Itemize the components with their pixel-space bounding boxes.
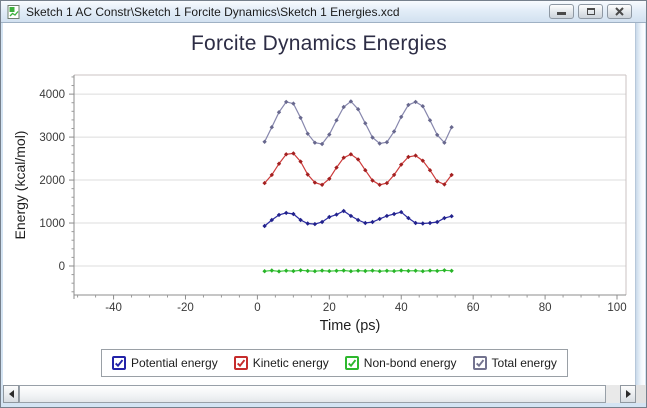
y-axis: 0 1000 2000 3000 4000 (39, 75, 75, 299)
close-button[interactable] (607, 4, 632, 19)
total-energy-checkbox[interactable] (472, 356, 487, 370)
series-kinetic-energy (262, 151, 454, 187)
window-title: Sketch 1 AC Constr\Sketch 1 Forcite Dyna… (26, 4, 400, 19)
svg-text:-40: -40 (105, 302, 122, 314)
arrow-left-icon (8, 390, 14, 398)
arrow-right-icon (625, 390, 631, 398)
close-icon (615, 7, 624, 16)
chart-title: Forcite Dynamics Energies (191, 32, 447, 55)
plot-border (74, 74, 627, 295)
document-icon (7, 4, 21, 19)
gridlines (74, 93, 626, 267)
scroll-left-button[interactable] (3, 385, 19, 403)
svg-text:0: 0 (59, 261, 65, 273)
series-potential-energy (262, 208, 454, 229)
horizontal-scrollbar-thumb[interactable] (19, 385, 606, 403)
legend-label: Potential energy (131, 356, 218, 370)
minimize-button[interactable] (549, 4, 574, 19)
scrollbar-corner (636, 385, 646, 403)
svg-text:3000: 3000 (39, 132, 65, 144)
kinetic-energy-checkbox[interactable] (233, 356, 248, 370)
restore-icon (586, 8, 595, 15)
svg-text:100: 100 (607, 302, 626, 314)
legend-item-potential-energy: Potential energy (112, 356, 218, 370)
legend-item-kinetic-energy: Kinetic energy (233, 356, 329, 370)
vertical-scrollbar[interactable] (635, 23, 645, 385)
window-controls (549, 4, 632, 19)
scroll-right-button[interactable] (620, 385, 636, 403)
plot-area: 0 1000 2000 3000 4000 -40 -20 0 20 40 60 80 100 Energ… (12, 74, 627, 334)
legend-label: Total energy (491, 356, 557, 370)
chart-canvas: Forcite Dynamics Energies 0 1000 2000 3000 4… (3, 23, 635, 385)
svg-text:-20: -20 (177, 302, 194, 314)
svg-text:20: 20 (323, 302, 336, 314)
horizontal-scrollbar[interactable] (3, 385, 636, 403)
svg-text:2000: 2000 (39, 175, 65, 187)
chart-legend: Potential energy Kinetic energy Non-bond… (101, 349, 568, 377)
potential-energy-checkbox[interactable] (112, 356, 126, 370)
svg-text:0: 0 (254, 302, 260, 314)
x-axis: -40 -20 0 20 40 60 80 100 (74, 294, 627, 314)
legend-label: Kinetic energy (252, 356, 329, 370)
svg-text:1000: 1000 (39, 218, 65, 230)
minimize-icon (557, 12, 566, 15)
svg-text:60: 60 (467, 302, 480, 314)
series-non-bond-energy (262, 268, 454, 274)
legend-label: Non-bond energy (363, 356, 457, 370)
window-titlebar[interactable]: Sketch 1 AC Constr\Sketch 1 Forcite Dyna… (1, 1, 646, 23)
svg-text:4000: 4000 (39, 89, 65, 101)
y-axis-label: Energy (kcal/mol) (12, 131, 28, 240)
non-bond-energy-checkbox[interactable] (344, 356, 359, 370)
svg-text:40: 40 (395, 302, 408, 314)
restore-button[interactable] (578, 4, 603, 19)
legend-item-total-energy: Total energy (472, 356, 557, 370)
x-axis-label: Time (ps) (320, 318, 381, 334)
legend-item-non-bond-energy: Non-bond energy (344, 356, 457, 370)
series-total-energy (262, 99, 454, 147)
svg-text:80: 80 (539, 302, 552, 314)
